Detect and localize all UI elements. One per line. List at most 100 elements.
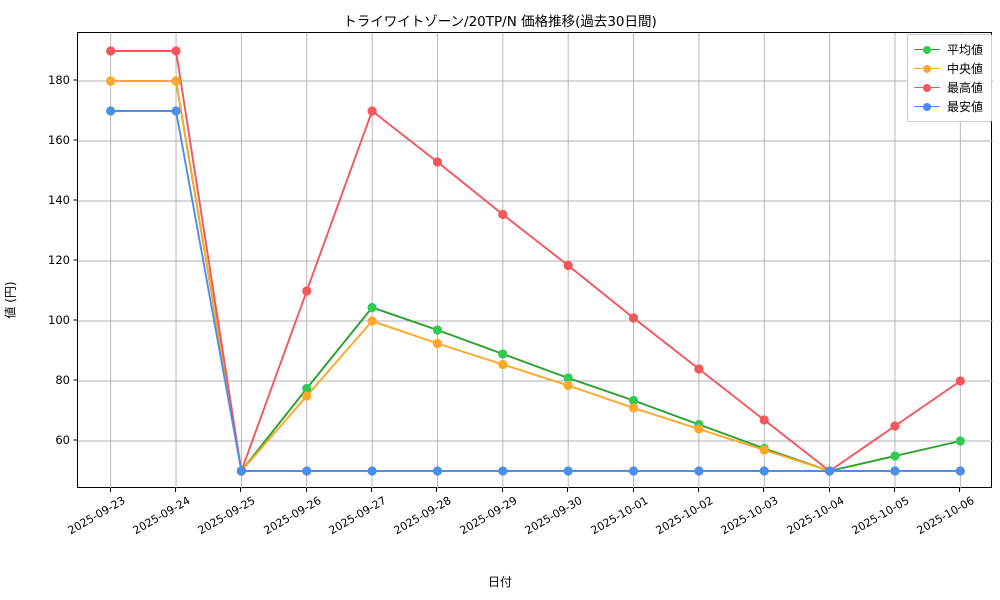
legend-marker-icon	[913, 44, 940, 56]
y-tick-label: 60	[55, 433, 70, 447]
legend-label: 中央値	[946, 62, 983, 76]
x-tick-mark	[240, 488, 242, 492]
data-point	[367, 106, 377, 116]
data-point	[171, 76, 181, 86]
data-point	[694, 466, 704, 476]
data-point	[890, 421, 900, 431]
x-tick-label: 2025-10-06	[914, 494, 977, 538]
legend-dot	[922, 64, 931, 73]
data-point	[302, 466, 312, 476]
series-line-3	[109, 110, 962, 472]
data-point	[432, 325, 443, 335]
legend[interactable]: 平均値中央値最高値最安値	[906, 34, 992, 122]
data-point	[563, 466, 573, 476]
legend-item-3[interactable]: 最安値	[913, 97, 983, 116]
data-point	[955, 376, 965, 386]
data-point	[955, 436, 965, 446]
x-tick-mark	[567, 488, 569, 492]
x-axis-label: 日付	[487, 575, 512, 589]
x-tick-mark	[501, 488, 503, 492]
x-tick-label: 2025-09-30	[522, 494, 585, 538]
legend-item-2[interactable]: 最高値	[913, 78, 983, 97]
x-tick-label: 2025-10-04	[784, 494, 847, 538]
data-point	[432, 157, 443, 167]
data-point	[563, 260, 573, 271]
data-point	[694, 424, 704, 434]
x-tick-mark	[175, 488, 177, 492]
legend-label: 最高値	[946, 81, 983, 95]
x-tick-mark	[632, 488, 634, 492]
y-axis-label: 値 (円)	[3, 281, 18, 319]
legend-dot	[922, 83, 931, 92]
data-point	[302, 383, 312, 394]
data-point	[890, 451, 900, 461]
data-point	[498, 209, 508, 220]
data-point	[563, 380, 573, 391]
x-tick-label: 2025-09-27	[326, 494, 389, 538]
legend-dot	[922, 45, 931, 54]
data-point	[628, 395, 639, 406]
legend-marker-icon	[913, 63, 940, 75]
x-tick-mark	[305, 488, 307, 492]
data-point	[432, 466, 443, 476]
x-tick-label: 2025-10-03	[718, 494, 781, 538]
data-point	[367, 302, 377, 313]
y-tick-label: 80	[55, 373, 70, 387]
x-tick-mark	[436, 488, 438, 492]
data-point	[628, 403, 639, 413]
data-point	[628, 466, 639, 476]
legend-item-1[interactable]: 中央値	[913, 59, 983, 78]
x-tick-label: 2025-09-28	[392, 494, 454, 538]
x-tick-mark	[697, 488, 699, 492]
page-title: トライワイトゾーン/20TP/N 価格推移(過去30日間)	[343, 14, 657, 30]
data-point	[106, 46, 116, 56]
legend-label: 最安値	[946, 100, 983, 114]
data-point	[759, 466, 769, 476]
y-tick-mark	[73, 79, 77, 81]
data-point	[432, 338, 443, 349]
y-tick-label: 160	[48, 133, 70, 147]
x-tick-label: 2025-10-02	[653, 494, 716, 538]
data-point	[628, 313, 639, 323]
series-layer	[106, 46, 965, 476]
data-point	[302, 286, 312, 296]
x-tick-mark	[828, 488, 830, 492]
data-point	[367, 316, 377, 326]
x-tick-label: 2025-09-25	[196, 494, 258, 538]
series-line-1	[109, 80, 962, 472]
y-tick-mark	[73, 379, 77, 381]
y-tick-mark	[73, 259, 77, 261]
y-tick-mark	[73, 139, 77, 141]
x-tick-label: 2025-10-01	[588, 494, 651, 538]
y-tick-mark	[73, 199, 77, 201]
data-point	[825, 466, 835, 476]
legend-dot	[922, 102, 931, 111]
legend-item-0[interactable]: 平均値	[913, 40, 983, 59]
x-tick-label: 2025-09-26	[261, 494, 324, 538]
data-point	[171, 46, 181, 56]
legend-marker-icon	[913, 101, 940, 113]
data-point	[498, 466, 508, 476]
y-tick-mark	[73, 319, 77, 321]
legend-marker-icon	[913, 82, 940, 94]
y-tick-label: 120	[48, 253, 70, 267]
data-point	[694, 364, 704, 374]
data-point	[171, 106, 181, 116]
x-tick-mark	[893, 488, 895, 492]
data-point	[759, 415, 769, 425]
x-tick-label: 2025-09-23	[65, 494, 128, 538]
x-tick-label: 2025-09-29	[457, 494, 520, 538]
y-tick-label: 140	[48, 193, 70, 207]
y-tick-label: 180	[48, 73, 70, 87]
x-tick-mark	[371, 488, 373, 492]
x-tick-label: 2025-10-05	[849, 494, 912, 538]
data-point	[236, 466, 246, 476]
data-point	[955, 466, 965, 476]
x-tick-mark	[763, 488, 765, 492]
x-tick-label: 2025-09-24	[130, 494, 193, 538]
data-point	[498, 359, 508, 370]
legend-label: 平均値	[946, 43, 983, 57]
data-point	[563, 373, 573, 383]
y-tick-mark	[73, 439, 77, 441]
